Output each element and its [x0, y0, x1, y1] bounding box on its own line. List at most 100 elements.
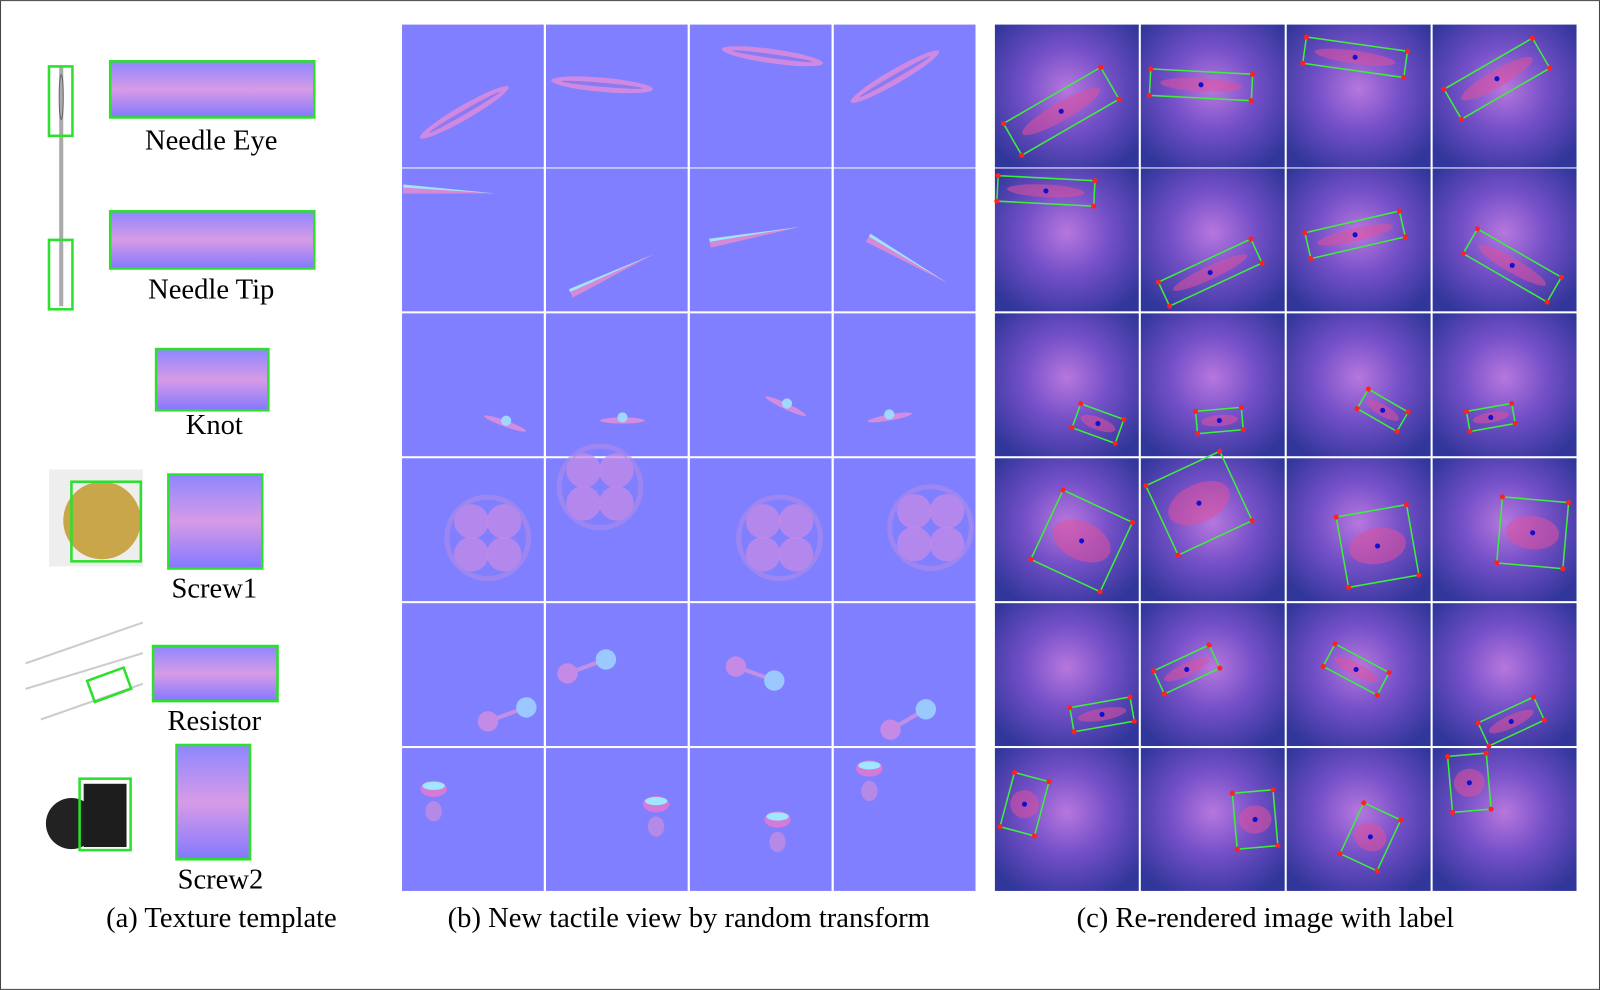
screw2-head-top — [644, 797, 668, 806]
corner-point — [1097, 589, 1103, 595]
knot — [781, 398, 793, 409]
corner-point — [1146, 92, 1152, 98]
corner-point — [1483, 750, 1489, 756]
tactile-object — [419, 86, 509, 139]
screw-lobe — [486, 536, 522, 572]
screw-lobe — [566, 485, 602, 521]
rendered-tile — [994, 603, 1139, 747]
center-point — [1252, 816, 1258, 823]
corner-point — [1206, 642, 1212, 648]
center-point — [1380, 407, 1386, 413]
center-point — [1466, 780, 1472, 786]
needle-tip-edge — [868, 233, 948, 284]
corner-point — [1398, 817, 1404, 823]
bounding-box — [1477, 696, 1546, 748]
corner-point — [1486, 743, 1492, 749]
corner-point — [1060, 487, 1066, 493]
label-box — [1494, 494, 1572, 572]
caption: (c) Re-rendered image with label — [1077, 903, 1455, 934]
corner-point — [1250, 71, 1256, 77]
corner-point — [1529, 35, 1536, 41]
label-box — [1463, 400, 1518, 435]
center-point — [1530, 530, 1536, 536]
corner-point — [1509, 400, 1515, 406]
needle-tip-edge — [709, 226, 801, 242]
corner-point — [1488, 806, 1494, 812]
corner-point — [994, 198, 1000, 204]
bounding-box — [1465, 402, 1517, 433]
resistor-cap — [915, 699, 937, 720]
bounding-box — [996, 174, 1096, 207]
corner-point — [1031, 833, 1038, 839]
screw-lobe — [454, 536, 489, 572]
corner-point — [1019, 152, 1025, 158]
corner-point — [1249, 518, 1255, 524]
screw2-head-top — [766, 812, 789, 821]
corner-point — [1011, 769, 1018, 776]
corner-point — [1474, 226, 1480, 232]
template — [108, 210, 316, 270]
corner-point — [1131, 718, 1137, 724]
corner-point — [1167, 303, 1173, 309]
screw-lobe — [778, 504, 814, 539]
needle-tip-edge — [568, 254, 654, 293]
center-point — [1021, 801, 1028, 807]
bounding-box — [1495, 495, 1570, 570]
bounding-box — [1157, 237, 1264, 308]
screw-photo — [83, 783, 127, 848]
needle-tip — [568, 254, 654, 298]
center-point — [1216, 417, 1222, 424]
label-box — [1143, 448, 1255, 558]
corner-point — [1148, 66, 1154, 72]
knot — [617, 412, 628, 423]
needle-eye-slot — [732, 50, 813, 63]
caption: (b) New tactile view by random transform — [448, 903, 930, 934]
label-box — [1151, 642, 1223, 697]
corner-point — [1361, 800, 1367, 806]
corner-point — [995, 173, 1001, 179]
tactile-object — [444, 494, 532, 582]
corner-point — [1127, 694, 1133, 700]
label: Screw2 — [178, 864, 264, 895]
tactile-object — [887, 484, 974, 572]
bounding-box — [1231, 788, 1279, 851]
tactile-object — [736, 494, 823, 582]
center-point — [1079, 538, 1085, 544]
corner-point — [1121, 416, 1127, 422]
tactile-object — [856, 760, 883, 802]
template — [151, 644, 279, 703]
corner-point — [1234, 846, 1240, 852]
label-box — [1069, 401, 1127, 446]
bounding-box — [1335, 503, 1420, 589]
tactile-object — [600, 412, 645, 424]
corner-point — [1320, 663, 1326, 669]
needle-eye-hole — [58, 74, 64, 121]
panel-b — [402, 24, 976, 892]
center-point — [1184, 666, 1190, 673]
rendered-tile — [1432, 24, 1577, 168]
bounding-box — [1144, 450, 1254, 557]
corner-point — [1405, 409, 1411, 415]
tactile-tile — [833, 168, 976, 312]
corner-point — [1374, 868, 1380, 874]
center-point — [1043, 188, 1049, 194]
label-box — [997, 769, 1052, 839]
bounding-box — [1356, 388, 1410, 433]
screw-photo — [63, 481, 141, 560]
resistor-cap — [516, 697, 537, 718]
screw2-thread — [861, 780, 878, 802]
corner-point — [1544, 299, 1550, 305]
resistor-cap — [764, 670, 785, 691]
tactile-object — [721, 46, 823, 67]
bounding-box — [1443, 37, 1551, 121]
corner-point — [1000, 120, 1006, 127]
center-point — [1095, 421, 1101, 427]
resistor-cap — [880, 719, 901, 740]
corner-point — [1346, 584, 1352, 590]
corner-point — [1394, 428, 1400, 435]
template — [167, 473, 264, 570]
screw-lobe — [929, 526, 965, 562]
center-point — [1196, 500, 1202, 506]
corner-point — [1078, 401, 1084, 407]
crop-box — [78, 777, 132, 852]
